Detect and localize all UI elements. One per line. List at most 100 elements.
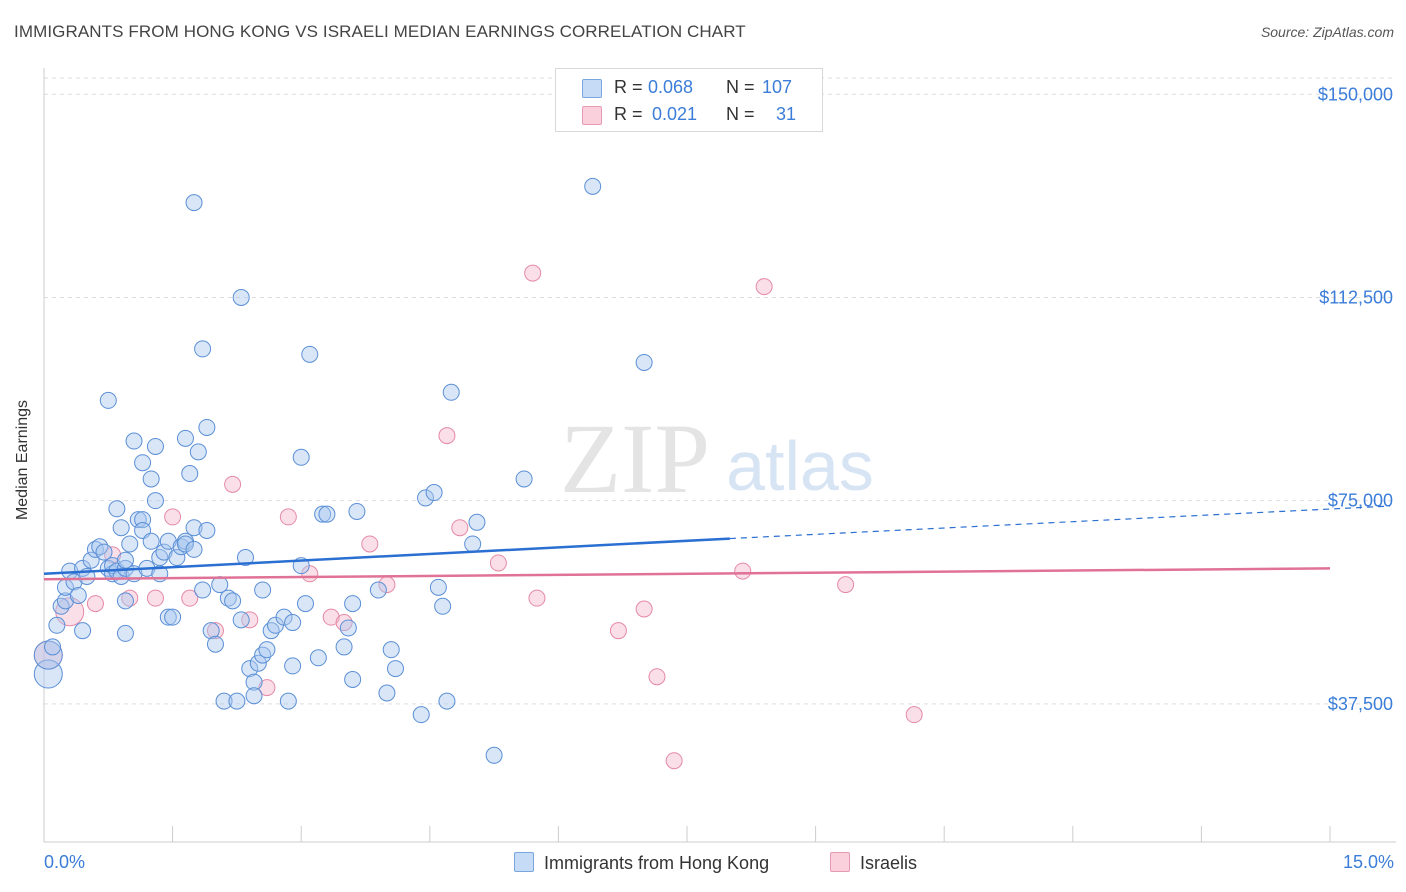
data-point [56,592,74,610]
data-point [176,535,194,553]
data-point [755,278,773,296]
bottom-legend-label: Israelis [860,853,918,873]
data-point [412,706,430,724]
data-point [99,391,117,409]
data-point [48,616,66,634]
data-point [301,345,319,363]
data-point [322,608,340,626]
data-point [82,551,100,569]
data-point [224,475,242,493]
data-point [279,692,297,710]
data-point [369,581,387,599]
data-point [86,595,104,613]
data-point [206,622,224,640]
data-point [198,521,216,539]
data-point [202,622,220,640]
data-point [905,706,923,724]
data-point [361,535,379,553]
data-point [181,465,199,483]
data-point [635,600,653,618]
data-point [228,692,246,710]
x-tick-min: 0.0% [44,852,86,872]
data-point [344,670,362,688]
data-point [468,513,486,531]
bottom-legend-swatch-pink [830,852,850,872]
data-point [95,543,113,561]
bottom-legend-swatch-blue [514,852,534,872]
data-point [296,595,314,613]
data-point [241,660,259,678]
data-point [438,692,456,710]
y-tick-label: $37,500 [1328,694,1393,714]
data-point [125,432,143,450]
axes [43,68,1396,843]
legend-r-value: 0.068 [648,77,694,97]
data-point [198,418,216,436]
legend-r-label: R = [614,77,643,97]
data-point [181,589,199,607]
data-point [584,177,602,195]
data-point [489,554,507,572]
data-point [425,484,443,502]
data-point [224,592,242,610]
x-tick-max: 15.0% [1342,852,1394,872]
source-note: Source: ZipAtlas.com [1260,24,1394,40]
data-point [245,687,263,705]
data-point [451,519,469,537]
y-tick-label: $75,000 [1328,491,1393,511]
data-point [121,535,139,553]
data-point [116,592,134,610]
data-point [438,427,456,445]
data-point [236,549,254,567]
data-point [254,581,272,599]
data-point [232,611,250,629]
legend-swatch-blue [582,79,602,98]
data-point [528,589,546,607]
data-point [318,505,336,523]
data-point [168,549,186,567]
data-point [112,567,130,585]
data-point [241,611,259,629]
data-point [258,641,276,659]
data-point [417,489,435,507]
data-point [112,519,130,537]
data-point [142,470,160,488]
data-point [335,638,353,656]
data-point [249,654,267,672]
legend-r-value: 0.021 [652,104,698,124]
y-axis-label: Median Earnings [14,399,31,521]
legend-n-value: 31 [776,104,797,124]
data-point [382,641,400,659]
data-point [485,746,503,764]
data-point [245,673,263,691]
data-point [387,660,405,678]
legend-swatch-pink [582,106,602,125]
data-point [429,578,447,596]
legend-n-label: N = [726,77,755,97]
data-point [159,532,177,550]
data-point [665,752,683,770]
bottom-legend-label: Immigrants from Hong Kong [544,853,770,873]
data-point [215,692,233,710]
data-point [185,194,203,212]
y-tick-labels: $37,500 $75,000 $112,500 $150,000 [1318,84,1393,714]
data-point [185,519,203,537]
data-point [258,679,276,697]
data-point [344,595,362,613]
data-point [116,551,134,569]
data-point [176,429,194,447]
data-point [116,624,134,642]
data-point [164,508,182,526]
watermark: ZIP atlas [560,403,874,514]
data-point [279,508,297,526]
data-point [206,635,224,653]
bottom-legend-hong-kong: Immigrants from Hong Kong [514,852,769,874]
data-point [837,576,855,594]
data-point [146,437,164,455]
legend-r-label: R = [614,104,643,124]
data-point [108,500,126,518]
data-point [284,614,302,632]
data-point [309,649,327,667]
legend-n-value: 107 [762,77,793,97]
